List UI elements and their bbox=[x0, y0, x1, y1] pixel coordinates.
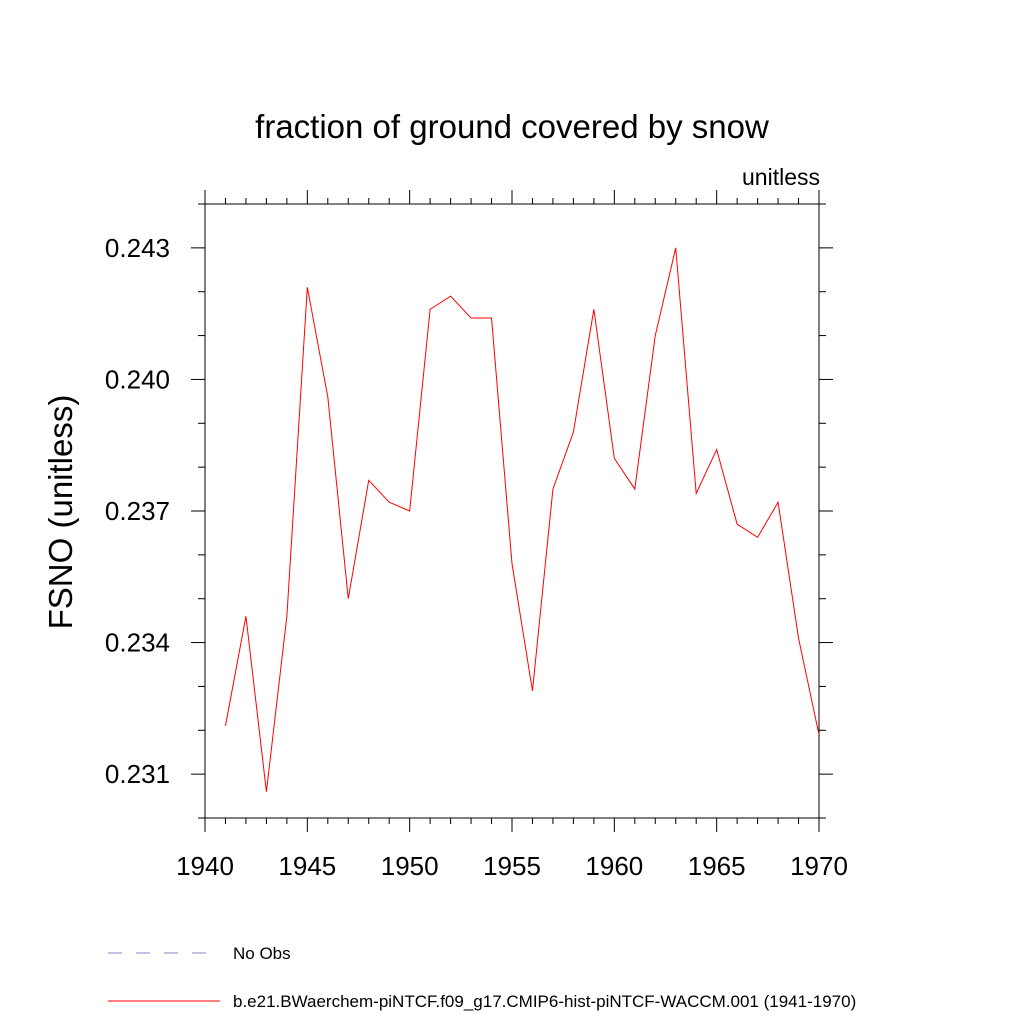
series-group bbox=[224, 247, 820, 792]
x-tick-label: 1970 bbox=[790, 851, 848, 881]
y-tick-label: 0.240 bbox=[105, 364, 170, 394]
y-tick-label: 0.234 bbox=[105, 628, 170, 658]
y-tick-label: 0.231 bbox=[105, 759, 170, 789]
x-tick-label: 1950 bbox=[381, 851, 439, 881]
legend-label: b.e21.BWaerchem-piNTCF.f09_g17.CMIP6-his… bbox=[233, 992, 856, 1011]
x-tick-label: 1960 bbox=[585, 851, 643, 881]
y-axis-label: FSNO (unitless) bbox=[42, 395, 79, 630]
axis-ticks: 1940 1945 1950 1955 1960 1965 1970 0.231 0.234 0.… bbox=[105, 190, 848, 881]
y-tick-label: 0.237 bbox=[105, 496, 170, 526]
x-tick-label: 1955 bbox=[483, 851, 541, 881]
x-tick-label: 1945 bbox=[278, 851, 336, 881]
series-line bbox=[224, 247, 820, 792]
chart-title: fraction of ground covered by snow bbox=[255, 108, 769, 145]
y-tick-label: 0.243 bbox=[105, 233, 170, 263]
units-label: unitless bbox=[742, 164, 820, 190]
x-tick-label: 1965 bbox=[688, 851, 746, 881]
x-tick-label: 1940 bbox=[176, 851, 234, 881]
plot-frame bbox=[204, 203, 820, 819]
legend-label: No Obs bbox=[233, 944, 291, 963]
legend: No Obs b.e21.BWaerchem-piNTCF.f09_g17.CMI… bbox=[108, 944, 856, 1011]
